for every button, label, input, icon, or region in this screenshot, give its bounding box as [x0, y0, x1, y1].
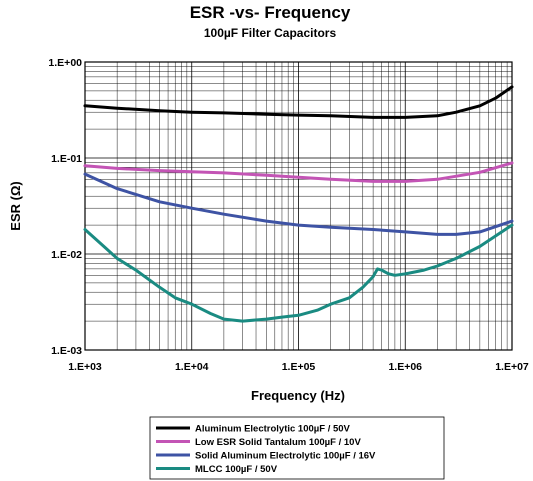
- series-lines: [83, 85, 514, 323]
- y-tick-label: 1.E-01: [51, 153, 82, 165]
- legend-entry-label: Low ESR Solid Tantalum 100µF / 10V: [195, 437, 361, 448]
- y-tick-label: 1.E+00: [48, 57, 82, 69]
- legend-entry-label: MLCC 100µF / 50V: [195, 464, 278, 475]
- grid: [84, 62, 512, 351]
- plot-area-frame: [84, 61, 513, 351]
- x-tick-label: 1.E+03: [68, 361, 102, 373]
- series-line: [83, 161, 514, 183]
- x-tick-label: 1.E+05: [282, 361, 316, 373]
- x-axis-label: Frequency (Hz): [251, 388, 345, 403]
- series-line: [83, 172, 514, 236]
- chart-title: ESR -vs- Frequency: [190, 3, 351, 22]
- series-line: [83, 85, 514, 119]
- legend-entry-label: Aluminum Electrolytic 100µF / 50V: [195, 424, 351, 435]
- legend-box: [149, 416, 445, 480]
- legend: Aluminum Electrolytic 100µF / 50V Low ESR…: [149, 416, 445, 480]
- x-tick-label: 1.E+06: [388, 361, 422, 373]
- y-tick-label: 1.E-03: [51, 345, 82, 357]
- x-tick-label: 1.E+07: [495, 361, 529, 373]
- legend-entry-label: Solid Aluminum Electrolytic 100µF / 16V: [195, 451, 376, 462]
- chart-subtitle: 100µF Filter Capacitors: [204, 26, 337, 40]
- x-axis-tick-labels: 1.E+03 1.E+04 1.E+05 1.E+06 1.E+07: [68, 361, 529, 373]
- y-tick-label: 1.E-02: [51, 249, 82, 261]
- series-line: [83, 223, 514, 323]
- y-axis-tick-labels: 1.E+00 1.E-01 1.E-02 1.E-03: [48, 57, 82, 357]
- x-tick-label: 1.E+04: [175, 361, 209, 373]
- y-axis-label: ESR (Ω): [8, 181, 23, 230]
